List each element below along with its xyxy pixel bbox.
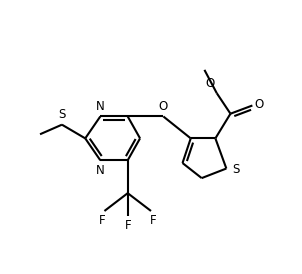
- Text: N: N: [96, 100, 105, 113]
- Text: F: F: [150, 214, 156, 227]
- Text: O: O: [205, 78, 214, 90]
- Text: N: N: [96, 164, 105, 176]
- Text: O: O: [255, 98, 264, 112]
- Text: F: F: [99, 214, 105, 227]
- Text: S: S: [58, 109, 66, 121]
- Text: O: O: [159, 100, 168, 113]
- Text: S: S: [232, 163, 239, 176]
- Text: F: F: [124, 219, 131, 232]
